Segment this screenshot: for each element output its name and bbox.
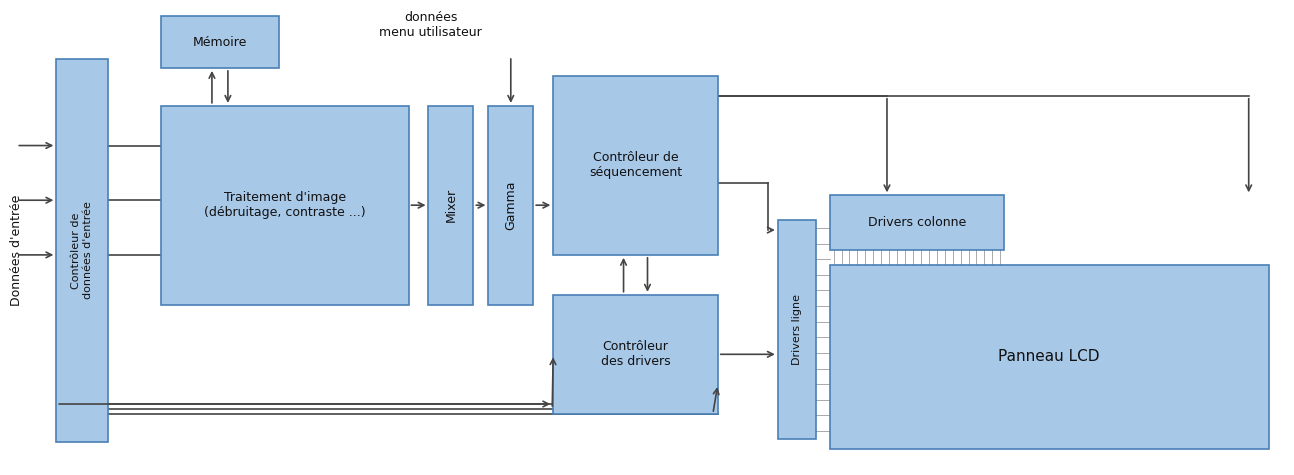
Bar bbox=[56, 59, 109, 442]
Text: Drivers ligne: Drivers ligne bbox=[792, 294, 802, 365]
Bar bbox=[829, 195, 1004, 250]
Text: Drivers colonne: Drivers colonne bbox=[868, 216, 967, 229]
Text: Données d'entrée: Données d'entrée bbox=[10, 194, 23, 305]
Bar bbox=[778, 220, 815, 439]
Bar bbox=[160, 106, 409, 304]
Text: Traitement d'image
(débruitage, contraste ...): Traitement d'image (débruitage, contrast… bbox=[204, 191, 366, 219]
Bar bbox=[160, 16, 278, 68]
Text: Contrôleur de
séquencement: Contrôleur de séquencement bbox=[589, 152, 682, 180]
Text: Contrôleur de
données d'entrée: Contrôleur de données d'entrée bbox=[71, 201, 93, 299]
Text: Panneau LCD: Panneau LCD bbox=[999, 349, 1100, 364]
Text: Gamma: Gamma bbox=[505, 180, 518, 230]
Text: données
menu utilisateur: données menu utilisateur bbox=[379, 11, 481, 39]
Bar bbox=[428, 106, 474, 304]
Bar bbox=[488, 106, 533, 304]
Text: Contrôleur
des drivers: Contrôleur des drivers bbox=[600, 340, 670, 368]
Text: Mémoire: Mémoire bbox=[193, 36, 247, 48]
Bar bbox=[554, 76, 718, 255]
Bar bbox=[829, 265, 1268, 449]
Bar bbox=[554, 294, 718, 414]
Text: Mixer: Mixer bbox=[444, 188, 457, 222]
